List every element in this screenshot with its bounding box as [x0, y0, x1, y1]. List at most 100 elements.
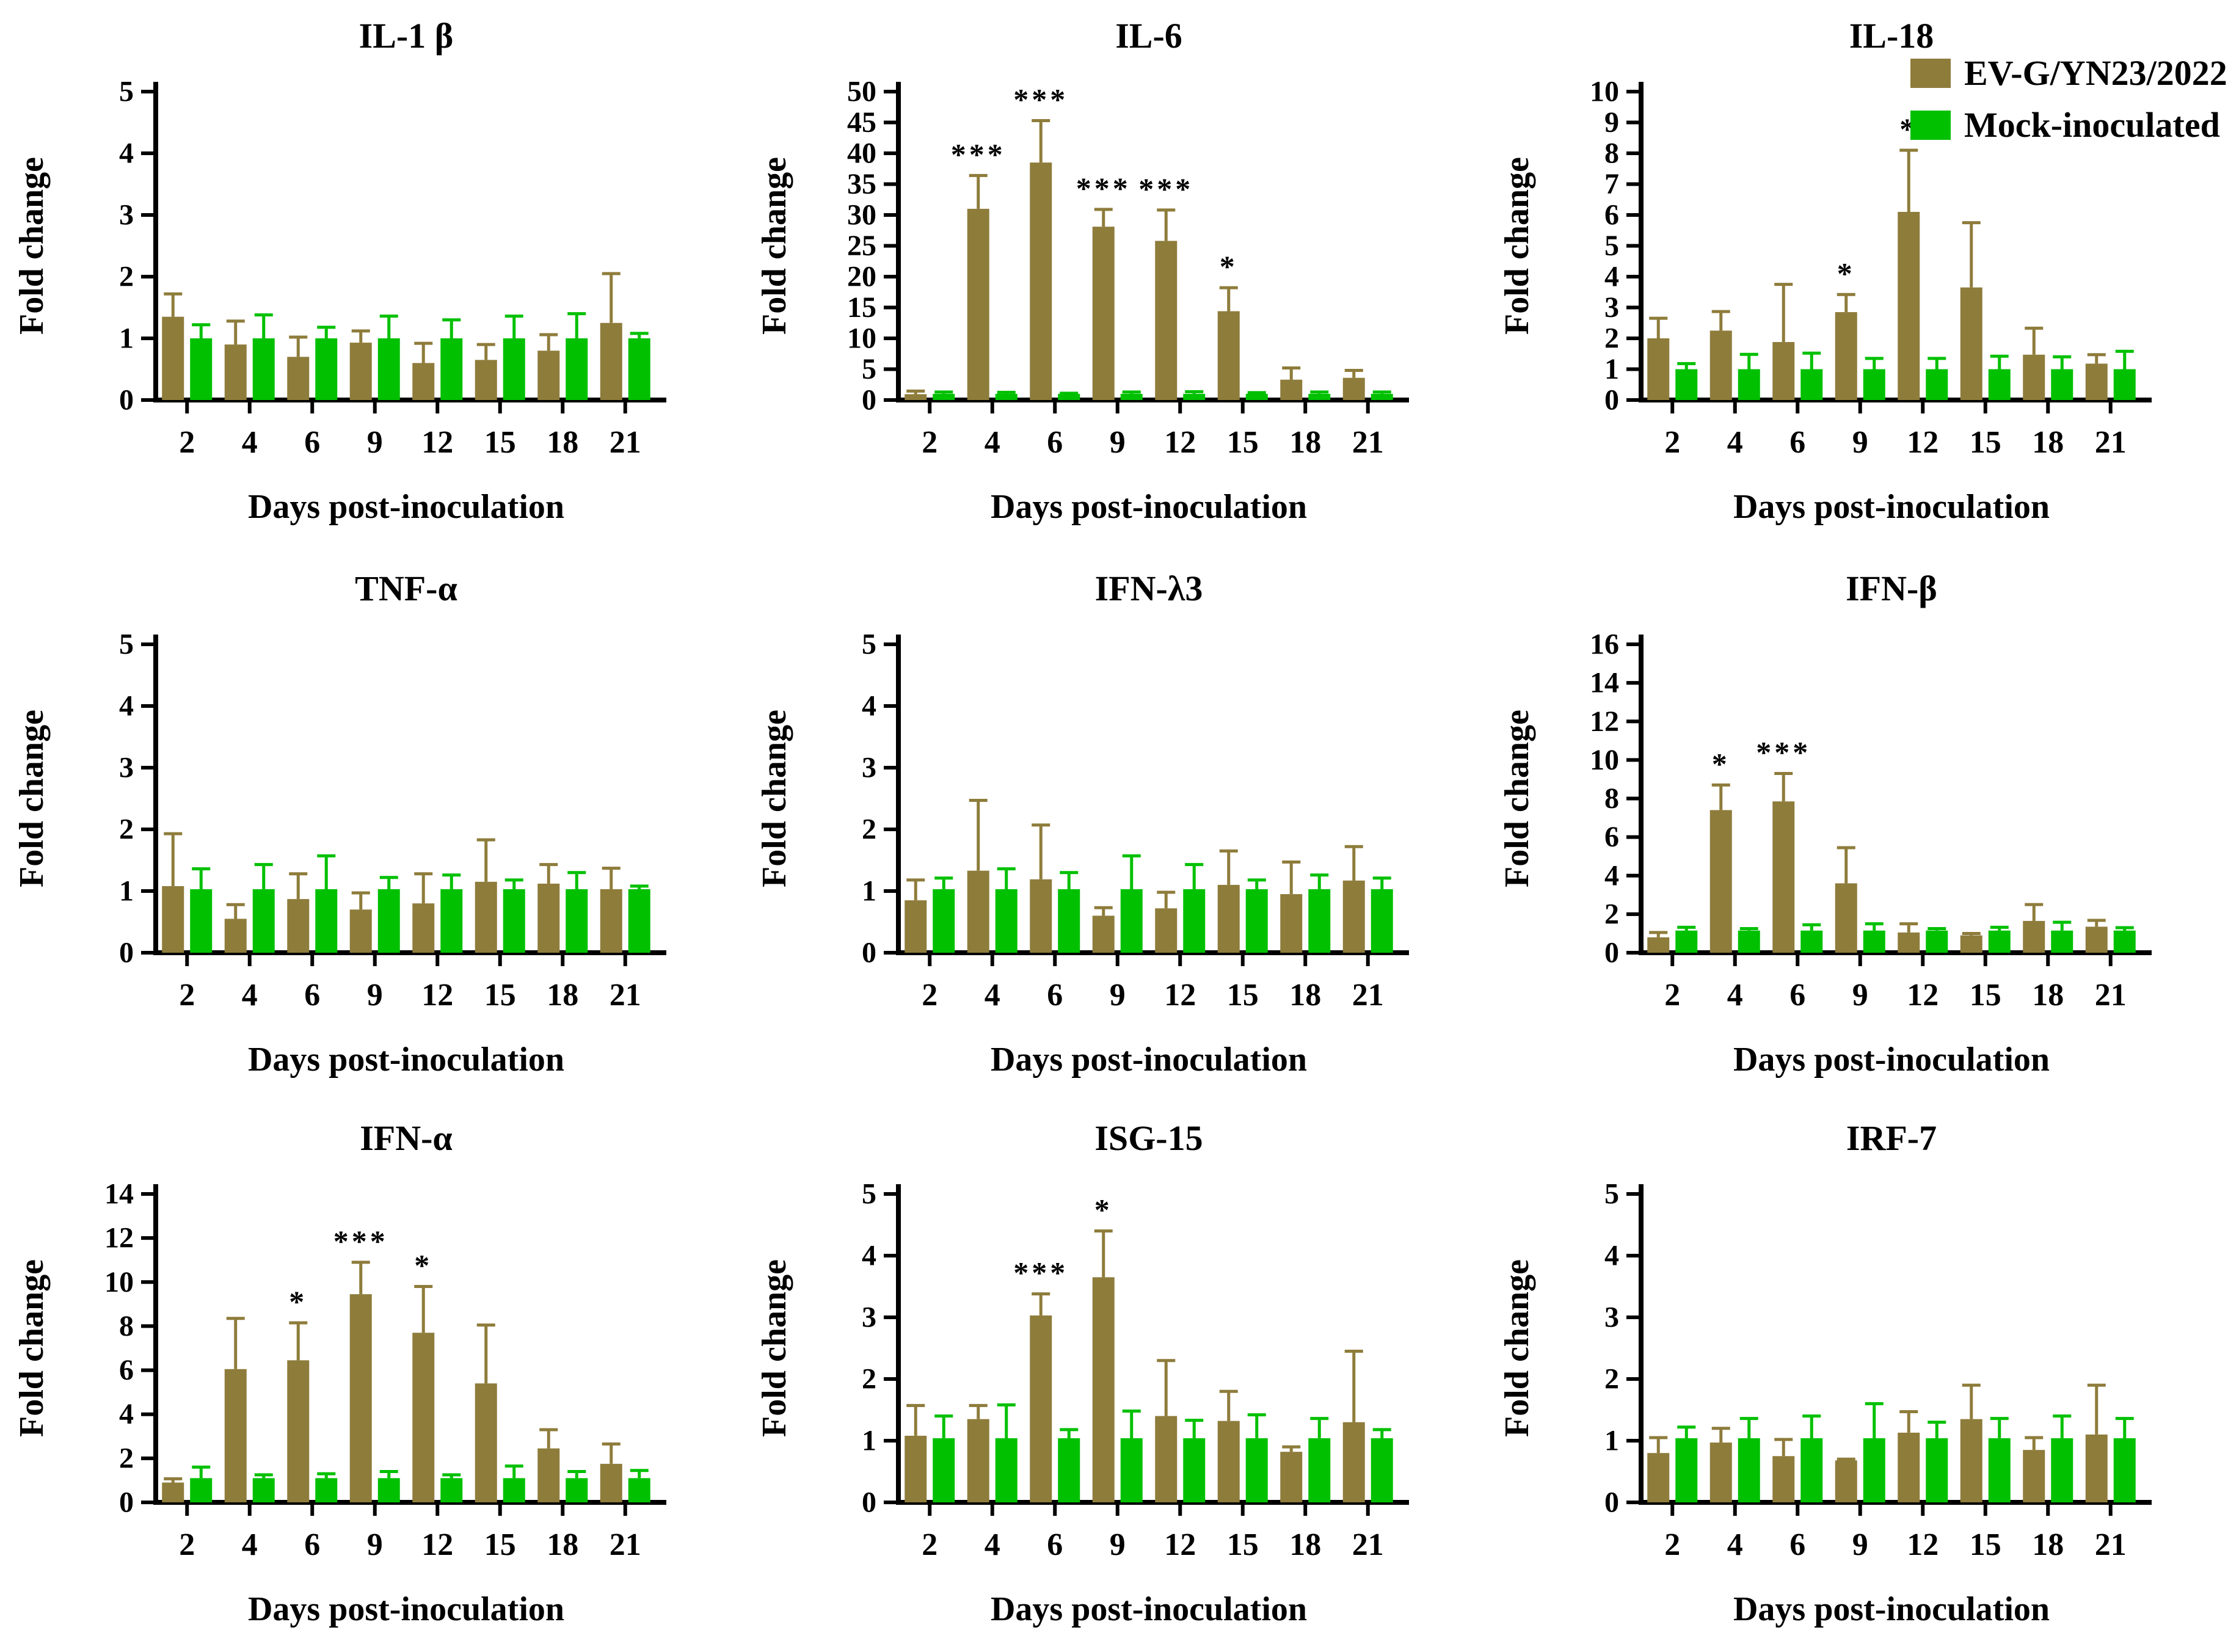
bar-ev [537, 883, 560, 953]
y-axis-label: Fold change [13, 710, 51, 887]
bar-mock [1245, 889, 1268, 953]
y-tick-label: 8 [1604, 782, 1619, 815]
y-tick-label: 2 [119, 1442, 134, 1474]
bar-mock [628, 338, 650, 400]
bar-mock [190, 1478, 213, 1502]
bar-mock [1988, 369, 2011, 400]
x-tick-label: 18 [547, 978, 578, 1013]
y-tick-label: 4 [119, 1398, 134, 1430]
y-tick-label: 0 [862, 1486, 876, 1519]
x-axis-label: Days post-inoculation [991, 1590, 1307, 1628]
bar-mock [1675, 930, 1698, 953]
y-axis-label: Fold change [755, 157, 793, 335]
bar-mock [503, 1478, 525, 1502]
y-tick-label: 3 [862, 1301, 876, 1334]
x-tick-label: 2 [1664, 978, 1680, 1013]
y-tick-label: 4 [862, 1240, 876, 1272]
y-tick-label: 0 [1604, 937, 1619, 969]
bar-mock [1183, 1438, 1206, 1502]
y-tick-label: 1 [119, 875, 134, 908]
y-axis-label: Fold change [13, 157, 51, 335]
y-tick-label: 5 [119, 628, 134, 661]
x-tick-label: 9 [1852, 978, 1868, 1013]
y-tick-label: 3 [119, 199, 134, 231]
x-tick-label: 21 [2095, 1527, 2127, 1562]
x-tick-label: 15 [1970, 425, 2001, 460]
x-tick-label: 9 [1852, 1527, 1868, 1562]
bar-ev [1217, 311, 1240, 400]
bar-ev [1835, 883, 1857, 953]
y-tick-label: 1 [1604, 1425, 1619, 1457]
bar-mock [503, 889, 525, 953]
significance-marker: *** [1076, 171, 1131, 205]
bar-ev [600, 322, 622, 400]
x-tick-label: 12 [421, 425, 453, 460]
y-tick-label: 50 [847, 76, 876, 108]
bar-mock [1926, 369, 1948, 400]
y-tick-label: 5 [862, 628, 876, 661]
y-tick-label: 8 [1604, 137, 1619, 170]
x-tick-label: 18 [2032, 1527, 2064, 1562]
y-tick-label: 0 [1604, 384, 1619, 417]
bar-mock [2051, 1438, 2073, 1502]
bar-ev [224, 344, 247, 400]
x-tick-label: 6 [1047, 1527, 1063, 1562]
bar-mock [2051, 369, 2073, 400]
chart-cell-il6: 0 5 10 15 20 25 30 35 40 45 50 IL-6 Fold change Days … [743, 0, 1485, 550]
y-tick-label: 5 [1604, 1178, 1619, 1210]
x-tick-label: 12 [1907, 1527, 1939, 1562]
chart-title: IL-6 [1115, 16, 1182, 56]
x-tick-label: 21 [1352, 978, 1384, 1013]
y-tick-label: 4 [862, 690, 876, 722]
bar-ev [1217, 1421, 1240, 1502]
x-tick-label: 2 [179, 425, 195, 460]
x-tick-label: 21 [1352, 1527, 1384, 1562]
significance-marker: * [1220, 249, 1238, 283]
bar-ev [475, 881, 497, 953]
y-tick-label: 2 [1604, 898, 1619, 930]
y-tick-label: 10 [1590, 76, 1619, 108]
legend: EV-G/YN23/2022 Mock-inoculated [1910, 53, 2227, 145]
bar-ev [1155, 1416, 1178, 1502]
significance-marker: * [289, 1284, 307, 1319]
y-tick-label: 1 [1604, 353, 1619, 385]
x-tick-label: 21 [610, 978, 641, 1013]
x-tick-label: 9 [367, 425, 383, 460]
bar-ev [349, 343, 372, 400]
x-tick-label: 18 [547, 1527, 578, 1562]
x-tick-label: 18 [2032, 978, 2064, 1013]
x-tick-label: 18 [547, 425, 578, 460]
x-tick-label: 18 [1289, 425, 1321, 460]
x-tick-label: 2 [922, 978, 937, 1013]
bar-mock [440, 338, 463, 400]
y-tick-label: 3 [119, 752, 134, 784]
x-tick-label: 15 [1227, 1527, 1259, 1562]
y-tick-label: 1 [862, 1425, 876, 1457]
y-axis-label: Fold change [1498, 1259, 1536, 1437]
x-tick-label: 6 [1789, 425, 1805, 460]
chart-cell-irf7: 0 1 2 3 4 5 IRF-7 Fold change Days post-inoculat… [1485, 1102, 2228, 1652]
y-tick-label: 4 [1604, 859, 1619, 892]
y-tick-label: 0 [119, 1486, 134, 1519]
chart-title: ISG-15 [1094, 1118, 1203, 1158]
bar-ev [1342, 1422, 1365, 1502]
bar-ev [1772, 342, 1795, 400]
y-tick-label: 0 [1604, 1486, 1619, 1519]
bar-mock [252, 889, 275, 953]
y-axis-label: Fold change [1498, 710, 1536, 887]
bar-mock [1120, 393, 1143, 400]
bar-mock [2113, 369, 2136, 400]
bar-ev [1030, 1315, 1052, 1502]
x-tick-label: 15 [1970, 978, 2001, 1013]
y-tick-label: 9 [1604, 106, 1619, 139]
y-tick-label: 0 [119, 937, 134, 969]
y-tick-label: 14 [1590, 667, 1619, 699]
y-axis-label: Fold change [755, 710, 793, 887]
bar-mock [190, 338, 213, 400]
bar-ev [1647, 1453, 1670, 1502]
bar-mock [1675, 1438, 1698, 1502]
x-tick-label: 12 [1164, 425, 1196, 460]
bar-mock [1308, 393, 1331, 400]
